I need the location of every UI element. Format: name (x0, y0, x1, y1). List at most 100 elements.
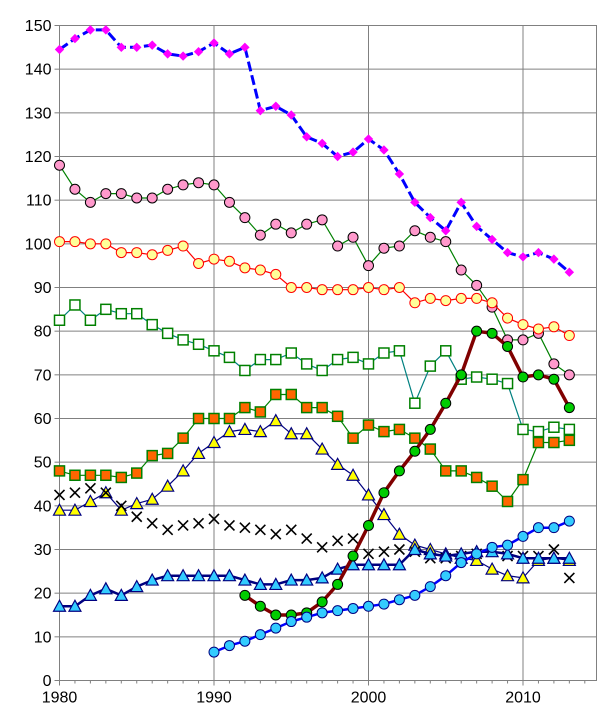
data-point (332, 605, 344, 617)
data-point (362, 548, 375, 560)
data-point (424, 443, 437, 455)
data-point (84, 482, 96, 494)
data-point (52, 502, 67, 516)
data-point (502, 340, 514, 352)
data-point (237, 422, 252, 436)
data-point (223, 412, 236, 425)
data-point (563, 402, 575, 414)
data-point (222, 424, 237, 438)
series-line (59, 420, 570, 579)
data-point (223, 519, 236, 532)
data-point (161, 447, 174, 460)
data-point (193, 46, 204, 57)
data-point (254, 353, 267, 366)
data-point (160, 478, 175, 492)
series-4 (53, 388, 576, 508)
data-point (517, 473, 529, 486)
data-point (346, 468, 361, 481)
data-point (98, 581, 113, 595)
data-point (331, 353, 344, 366)
data-point (409, 225, 421, 237)
y-tick-label: 0 (43, 673, 52, 690)
data-point (192, 412, 205, 425)
data-point (301, 533, 313, 545)
data-point (332, 284, 344, 296)
data-point (376, 507, 391, 521)
data-point (191, 446, 206, 460)
data-point (114, 588, 129, 601)
data-point (548, 321, 560, 333)
y-tick-label: 110 (26, 193, 52, 210)
data-point (424, 360, 437, 372)
data-point (270, 353, 282, 366)
data-point (500, 546, 515, 560)
data-point (84, 238, 96, 250)
data-point (237, 572, 252, 586)
y-tick-label: 80 (34, 324, 52, 341)
series-2 (54, 236, 575, 342)
data-point (517, 530, 529, 542)
data-point (500, 568, 515, 582)
data-point (317, 138, 327, 149)
data-point (299, 426, 314, 440)
data-point (486, 373, 498, 385)
data-point (53, 314, 66, 326)
data-point (564, 267, 575, 277)
data-point (409, 397, 421, 409)
data-point (517, 371, 529, 383)
data-point (115, 500, 127, 512)
data-point (69, 236, 81, 248)
data-point (363, 260, 374, 272)
data-point (206, 435, 222, 449)
data-point (332, 535, 344, 547)
data-point (300, 401, 313, 414)
data-point (347, 550, 359, 562)
data-point (285, 388, 297, 401)
data-point (208, 179, 220, 191)
data-point (101, 25, 111, 35)
data-point (361, 487, 376, 501)
data-point (285, 347, 297, 359)
data-point (471, 548, 483, 560)
data-point (486, 297, 498, 309)
data-point (177, 432, 189, 444)
data-point (193, 257, 205, 269)
series-line (58, 164, 570, 376)
data-point (301, 218, 313, 230)
data-point (393, 543, 405, 556)
data-point (393, 423, 406, 436)
data-point (471, 279, 483, 291)
data-point (162, 183, 174, 195)
data-point (533, 247, 544, 258)
data-point (378, 546, 390, 558)
data-point (562, 550, 577, 564)
data-point (563, 330, 575, 342)
data-point (255, 105, 266, 116)
data-point (206, 568, 222, 582)
data-point (548, 522, 560, 534)
data-point (393, 594, 405, 606)
data-point (239, 401, 251, 414)
data-point (315, 441, 330, 455)
data-point (501, 377, 514, 390)
data-point (378, 598, 390, 610)
data-point (146, 449, 158, 462)
data-point (515, 570, 531, 584)
data-point (146, 192, 158, 204)
data-point (348, 147, 358, 157)
data-point (52, 599, 67, 612)
data-point (100, 188, 112, 200)
data-point (131, 247, 143, 259)
data-point (330, 457, 345, 470)
data-point (532, 436, 545, 449)
y-tick-label: 30 (34, 542, 52, 559)
data-point (363, 600, 374, 612)
data-point (301, 611, 313, 623)
data-point (285, 282, 297, 293)
data-point (254, 229, 266, 241)
y-tick-label: 150 (25, 18, 52, 35)
data-point (486, 541, 498, 553)
data-point (162, 524, 174, 536)
data-point (115, 471, 128, 484)
data-point (440, 570, 452, 582)
